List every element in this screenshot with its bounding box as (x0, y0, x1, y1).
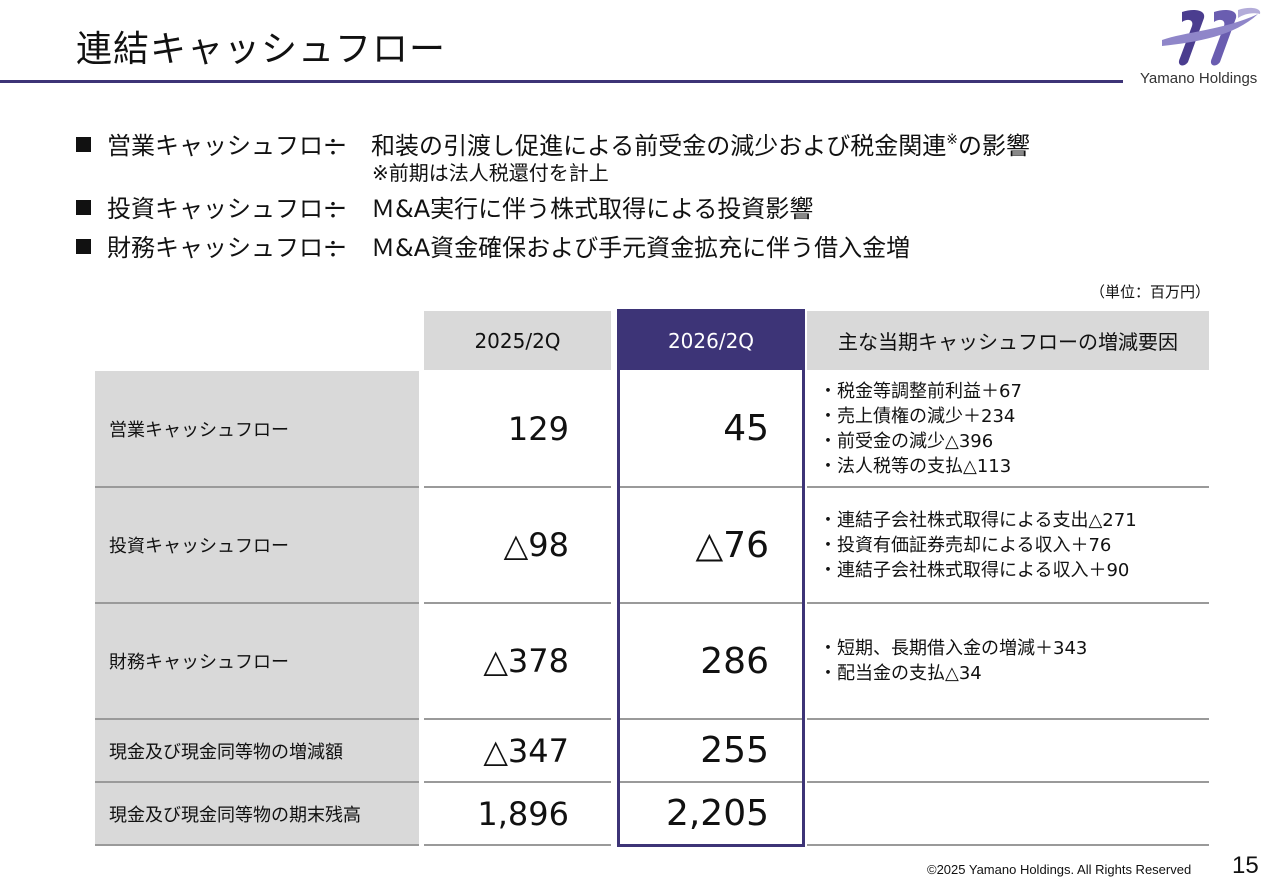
bullet-desc: 和装の引渡し促進による前受金の減少および税金関連※の影響 (371, 126, 1030, 161)
row-label-net-change: 現金及び現金同等物の増減額 (95, 720, 419, 783)
value-2025-ending-balance: 1,896 (424, 783, 611, 846)
factor-item: ・連結子会社株式取得による支出△271 (819, 510, 1137, 531)
unit-label: （単位：百万円） (1090, 283, 1211, 301)
square-bullet-icon (76, 239, 91, 254)
footnote-mark: ※ (946, 132, 959, 148)
bullet-label: 財務キャッシュフロー (107, 234, 347, 262)
bullet-desc: Ｍ&A実行に伴う株式取得による投資影響 (371, 195, 814, 223)
bullet-colon: ： (327, 195, 351, 223)
company-logo: Yamano Holdings (1140, 6, 1270, 92)
factor-item: ・税金等調整前利益＋67 (819, 380, 1022, 402)
row-label-operating: 営業キャッシュフロー (95, 371, 419, 488)
factor-item: ・前受金の減少△396 (819, 430, 994, 452)
factors-operating: ・税金等調整前利益＋67 ・売上債権の減少＋234 ・前受金の減少△396 ・法… (807, 371, 1209, 488)
bullet-financing: 財務キャッシュフロー ： Ｍ&A資金確保および手元資金拡充に伴う借入金増 (76, 228, 1226, 267)
factors-investing: ・連結子会社株式取得による支出△271 ・投資有価証券売却による収入＋76 ・連… (807, 488, 1209, 604)
row-label-investing: 投資キャッシュフロー (95, 488, 419, 604)
square-bullet-icon (76, 200, 91, 215)
summary-bullets: 営業キャッシュフロー ： 和装の引渡し促進による前受金の減少および税金関連※の影… (76, 126, 1226, 267)
value-2025-financing: △378 (424, 604, 611, 720)
bullet-colon: ： (327, 132, 351, 160)
factor-item: ・連結子会社株式取得による収入＋90 (819, 560, 1130, 581)
value-2026-ending-balance: 2,205 (617, 783, 805, 846)
row-label-ending-balance: 現金及び現金同等物の期末残高 (95, 783, 419, 846)
factor-item: ・法人税等の支払△113 (819, 455, 1012, 477)
bullet-footnote: ※前期は法人税還付を計上 (372, 161, 609, 185)
value-2026-investing: △76 (617, 488, 805, 604)
factor-item: ・投資有価証券売却による収入＋76 (819, 535, 1112, 556)
header-2026-2q: 2026/2Q (617, 311, 805, 370)
value-2025-operating: 129 (424, 371, 611, 488)
page-title: 連結キャッシュフロー (76, 29, 447, 70)
bullet-desc-text: 和装の引渡し促進による前受金の減少および税金関連 (371, 132, 947, 160)
logo-mark-icon (1162, 7, 1261, 66)
bullet-label: 投資キャッシュフロー (107, 195, 347, 223)
factors-ending-balance (807, 783, 1209, 846)
factor-item: ・配当金の支払△34 (819, 663, 982, 684)
bullet-investing: 投資キャッシュフロー ： Ｍ&A実行に伴う株式取得による投資影響 (76, 189, 1226, 228)
title-divider (0, 80, 1123, 83)
copyright: ©2025 Yamano Holdings. All Rights Reserv… (927, 862, 1192, 877)
logo-text: Yamano Holdings (1140, 70, 1258, 87)
row-label-financing: 財務キャッシュフロー (95, 604, 419, 720)
factor-item: ・売上債権の減少＋234 (819, 405, 1016, 427)
page-number: 15 (1232, 852, 1259, 879)
factors-net-change (807, 720, 1209, 783)
bullet-label: 営業キャッシュフロー (107, 132, 347, 160)
value-2026-operating: 45 (617, 371, 805, 488)
bullet-colon: ： (327, 234, 351, 262)
factor-item: ・短期、長期借入金の増減＋343 (819, 638, 1088, 659)
value-2025-net-change: △347 (424, 720, 611, 783)
bullet-desc-suffix: の影響 (958, 132, 1031, 160)
factors-financing: ・短期、長期借入金の増減＋343 ・配当金の支払△34 (807, 604, 1209, 720)
value-2026-net-change: 255 (617, 720, 805, 783)
header-2025-2q: 2025/2Q (424, 311, 611, 370)
bullet-desc: Ｍ&A資金確保および手元資金拡充に伴う借入金増 (371, 234, 911, 262)
square-bullet-icon (76, 137, 91, 152)
bullet-operating: 営業キャッシュフロー ： 和装の引渡し促進による前受金の減少および税金関連※の影… (76, 126, 1226, 165)
value-2026-financing: 286 (617, 604, 805, 720)
value-2025-investing: △98 (424, 488, 611, 604)
header-factors: 主な当期キャッシュフローの増減要因 (807, 311, 1209, 370)
